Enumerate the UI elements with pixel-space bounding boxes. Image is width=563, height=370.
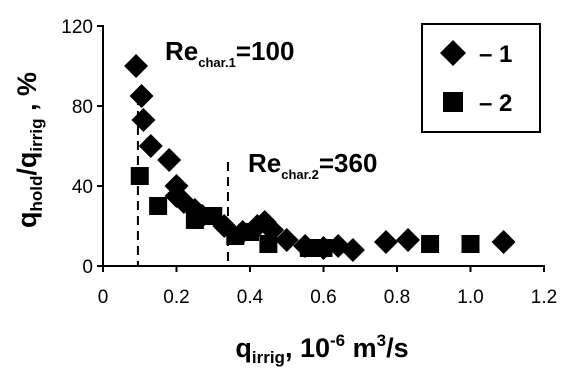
series-1-point-3 <box>138 134 163 158</box>
series-1-point-20 <box>373 230 398 254</box>
legend-label-2: – 2 <box>479 90 512 117</box>
series-2-point-5 <box>241 223 259 241</box>
x-title-unit-exp: 3 <box>377 331 386 350</box>
data-points <box>124 54 516 262</box>
series-2-point-6 <box>259 235 278 253</box>
series-1-point-22 <box>491 230 516 254</box>
y-title-sub2: irrig <box>27 119 46 152</box>
annotation-value: =360 <box>319 148 378 178</box>
series-2-point-10 <box>461 235 480 253</box>
x-title-main: q <box>235 333 252 363</box>
x-tick-label-5: 1.0 <box>457 287 483 308</box>
legend-marker-square <box>443 92 463 112</box>
series-1-point-0 <box>124 54 149 78</box>
x-title-sub: irrig <box>252 348 285 367</box>
y-tick-label-3: 120 <box>61 17 93 38</box>
y-title-tail: , % <box>12 72 42 119</box>
series-2-point-3 <box>204 207 223 225</box>
x-tick-label-3: 0.6 <box>310 287 336 308</box>
x-title-exp: -6 <box>330 331 345 350</box>
y-tick-label-2: 80 <box>72 97 93 118</box>
series-1-point-19 <box>340 238 365 262</box>
x-title-unit: m <box>345 333 377 363</box>
x-tick-label-4: 0.8 <box>384 287 410 308</box>
series-1-point-2 <box>131 108 156 132</box>
y-title-q1: q <box>12 211 42 228</box>
x-title-rest: , 10 <box>285 333 330 363</box>
y-tick-label-1: 40 <box>72 177 93 198</box>
x-axis-title: qirrig, 10-6 m3/s <box>235 331 408 367</box>
annotation-value: =100 <box>236 36 295 66</box>
y-tick-label-0: 0 <box>82 257 93 278</box>
series-2-point-8 <box>314 239 333 257</box>
y-title-sub1: hold <box>27 176 46 212</box>
series-1-point-4 <box>157 148 182 172</box>
legend-label-1: – 1 <box>479 41 512 68</box>
legend: – 1 – 2 <box>421 23 541 133</box>
legend-marker-diamond <box>440 40 466 66</box>
x-tick-label-6: 1.2 <box>531 287 557 308</box>
series-1-point-1 <box>129 84 154 108</box>
series-2-point-0 <box>130 167 149 185</box>
annotation-re-char-2: Rechar.2=360 <box>248 148 377 182</box>
annotation-re-char-1: Rechar.1=100 <box>165 36 294 70</box>
x-title-unit-rest: /s <box>386 333 409 363</box>
series-2-point-2 <box>185 211 204 229</box>
series-2-point-7 <box>299 239 318 257</box>
annotation-sub: char.2 <box>281 167 319 182</box>
annotation-sub: char.1 <box>198 55 236 70</box>
x-tick-label-2: 0.4 <box>237 287 264 308</box>
x-tick-label-1: 0.2 <box>163 287 189 308</box>
reference-lines <box>136 96 229 266</box>
series-1-point-21 <box>396 228 421 252</box>
series-2-point-1 <box>149 197 168 215</box>
y-axis-title: qhold/qirrig , % <box>12 72 46 228</box>
annotation-main: Re <box>248 148 281 178</box>
series-2-point-9 <box>421 235 440 253</box>
axis-ticks: 0 0.2 0.4 0.6 0.8 1.0 1.2 0 40 80 120 <box>61 17 557 308</box>
legend-box <box>421 23 541 133</box>
x-tick-label-0: 0 <box>98 287 109 308</box>
annotation-main: Re <box>165 36 198 66</box>
y-title-slash: /q <box>12 152 42 176</box>
series-1-point-15 <box>274 228 299 252</box>
series-2-point-4 <box>226 227 245 245</box>
